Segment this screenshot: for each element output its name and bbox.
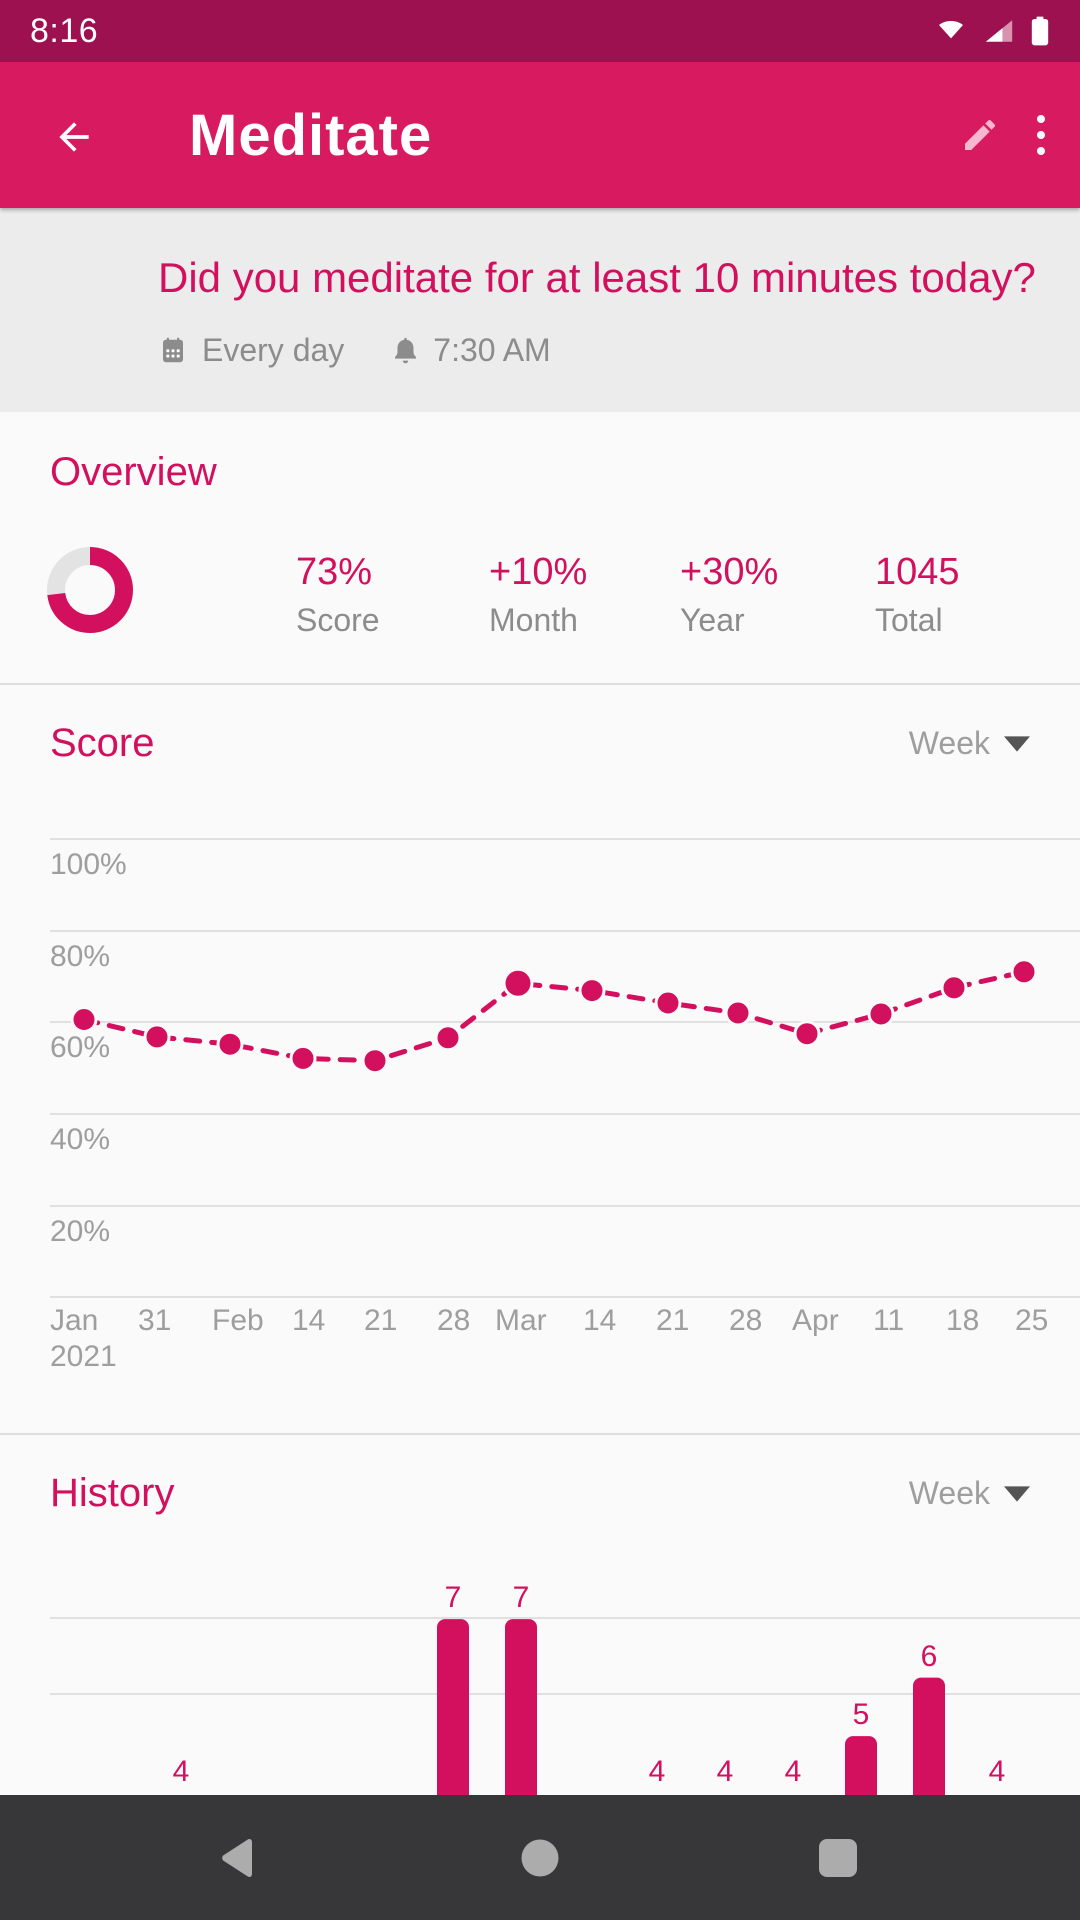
svg-text:4: 4 [649,1755,666,1788]
svg-text:2021: 2021 [50,1340,117,1373]
svg-text:4: 4 [785,1755,802,1788]
svg-text:7: 7 [445,1581,462,1614]
svg-text:7: 7 [513,1581,530,1614]
svg-text:100%: 100% [50,848,127,881]
svg-text:Feb: Feb [212,1304,264,1337]
svg-text:28: 28 [729,1304,762,1337]
svg-text:Mar: Mar [495,1304,547,1337]
svg-text:25: 25 [1015,1304,1048,1337]
svg-text:40%: 40% [50,1123,110,1156]
svg-text:31: 31 [138,1304,171,1337]
svg-text:21: 21 [364,1304,397,1337]
svg-text:60%: 60% [50,1031,110,1064]
svg-text:4: 4 [989,1755,1006,1788]
svg-text:5: 5 [853,1698,870,1731]
svg-text:28: 28 [437,1304,470,1337]
svg-text:21: 21 [656,1304,689,1337]
svg-text:Jan: Jan [50,1304,98,1337]
svg-text:14: 14 [583,1304,616,1337]
svg-text:Apr: Apr [792,1304,839,1337]
svg-text:11: 11 [873,1304,904,1337]
svg-text:4: 4 [717,1755,734,1788]
svg-text:14: 14 [292,1304,325,1337]
svg-text:4: 4 [173,1755,190,1788]
svg-text:6: 6 [921,1640,938,1673]
svg-text:80%: 80% [50,940,110,973]
svg-text:18: 18 [946,1304,979,1337]
svg-text:20%: 20% [50,1215,110,1248]
